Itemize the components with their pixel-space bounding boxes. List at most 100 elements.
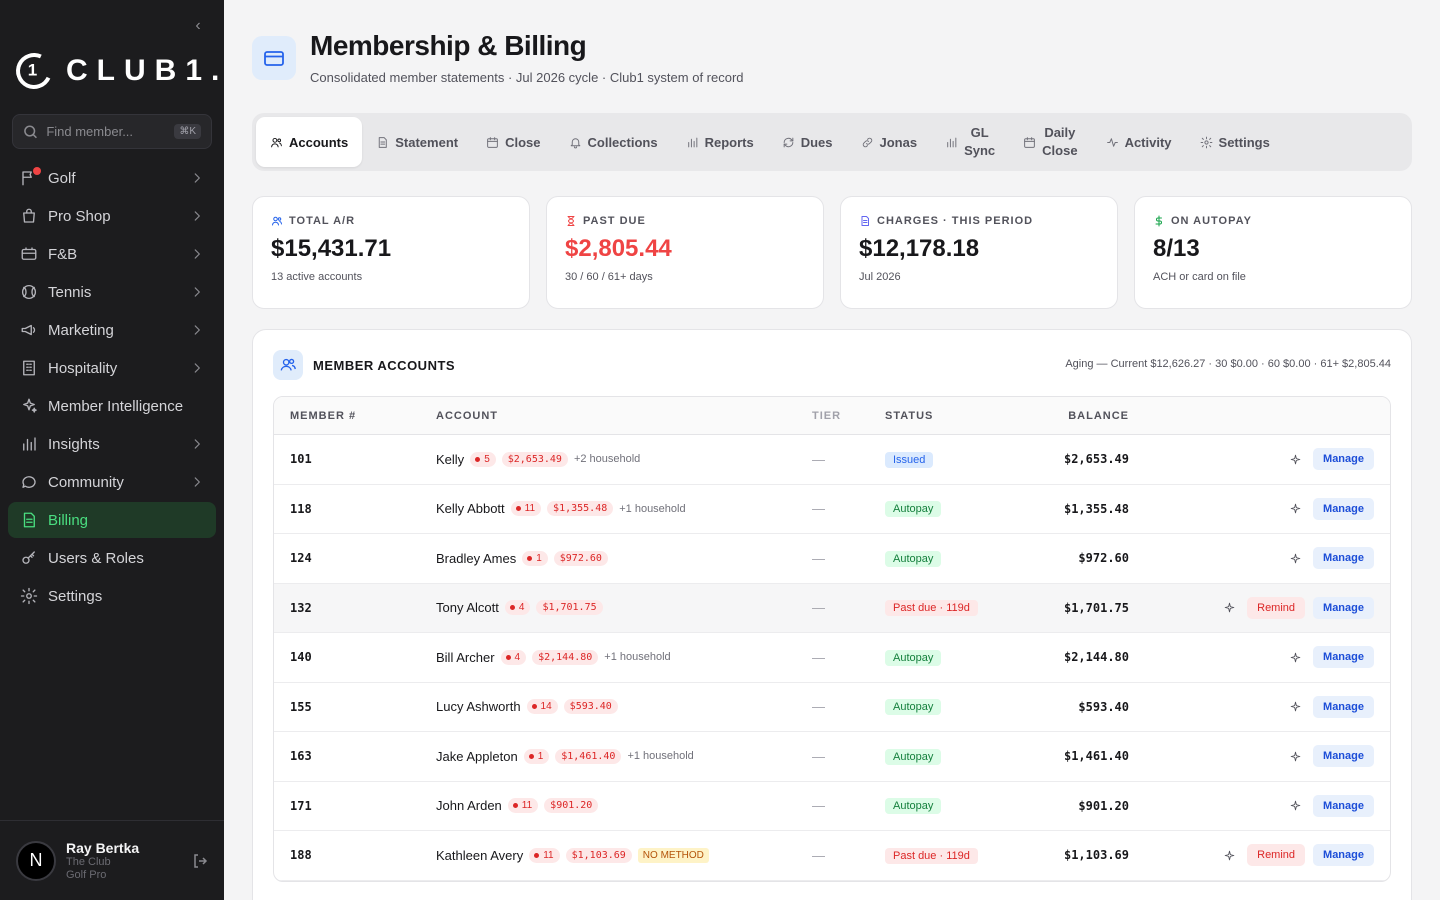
club1-logo: 1 CLUB1. xyxy=(10,47,228,95)
billing-tabs: Accounts Statement Close Collections Reports… xyxy=(252,113,1412,171)
member-number: 188 xyxy=(290,848,312,863)
stat-card-label: PAST DUE xyxy=(565,215,805,227)
sidebar-item-hospitality[interactable]: Hospitality xyxy=(8,350,216,386)
col-status[interactable]: STATUS xyxy=(885,409,934,422)
open-items-badge: 14 xyxy=(526,699,558,715)
activity-icon xyxy=(1106,137,1118,147)
tab-close[interactable]: Close xyxy=(472,117,554,167)
table-row[interactable]: 140 Bill Archer 4 $2,144.80 +1 household… xyxy=(274,633,1390,683)
ai-insight-button[interactable] xyxy=(1285,697,1305,717)
tab-settings[interactable]: Settings xyxy=(1186,117,1284,167)
table-row[interactable]: 188 Kathleen Avery 11 $1,103.69 NO METHO… xyxy=(274,831,1390,881)
account-name[interactable]: Kelly xyxy=(436,451,465,467)
sidebar-item-label: Golf xyxy=(48,169,76,187)
account-name[interactable]: Tony Alcott xyxy=(436,600,499,616)
sidebar-item-member-intelligence[interactable]: Member Intelligence xyxy=(8,388,216,424)
manage-button[interactable]: Manage xyxy=(1313,844,1374,867)
col-account[interactable]: ACCOUNT xyxy=(436,409,498,422)
account-name[interactable]: Kelly Abbott xyxy=(436,501,505,517)
manage-button[interactable]: Manage xyxy=(1313,745,1374,768)
remind-button[interactable]: Remind xyxy=(1247,596,1306,619)
tier-value: — xyxy=(812,600,825,616)
member-search[interactable]: ⌘K xyxy=(12,114,212,149)
tab-dues[interactable]: Dues xyxy=(768,117,847,167)
tier-value: — xyxy=(812,699,825,715)
table-row[interactable]: 118 Kelly Abbott 11 $1,355.48 +1 househo… xyxy=(274,485,1390,534)
stat-card-label-text: PAST DUE xyxy=(583,215,646,227)
status-badge: Autopay xyxy=(885,649,942,666)
manage-button[interactable]: Manage xyxy=(1313,794,1374,817)
table-row[interactable]: 132 Tony Alcott 4 $1,701.75 — Past due ·… xyxy=(274,583,1390,633)
megaphone-icon xyxy=(21,324,36,336)
tier-value: — xyxy=(812,847,825,863)
account-name[interactable]: Bill Archer xyxy=(436,649,495,665)
sidebar-item-insights[interactable]: Insights xyxy=(8,426,216,462)
ai-insight-button[interactable] xyxy=(1219,845,1239,865)
bar-chart-icon xyxy=(23,437,36,451)
account-name[interactable]: Kathleen Avery xyxy=(436,847,524,863)
ai-insight-button[interactable] xyxy=(1285,746,1305,766)
tab-label: Reports xyxy=(704,134,754,150)
ai-insight-button[interactable] xyxy=(1219,598,1239,618)
col-tier[interactable]: TIER xyxy=(812,409,842,422)
account-name[interactable]: Bradley Ames xyxy=(436,550,517,566)
table-row[interactable]: 163 Jake Appleton 1 $1,461.40 +1 househo… xyxy=(274,732,1390,782)
col-member-number[interactable]: MEMBER # xyxy=(290,409,357,422)
tab-jonas[interactable]: Jonas xyxy=(847,117,932,167)
panel-title: MEMBER ACCOUNTS xyxy=(313,358,456,373)
sidebar-item-label: Community xyxy=(48,473,124,491)
logout-icon[interactable] xyxy=(192,853,208,869)
manage-button[interactable]: Manage xyxy=(1313,646,1374,669)
tab-daily-close[interactable]: Daily Close xyxy=(1009,117,1091,167)
sidebar-item-community[interactable]: Community xyxy=(8,464,216,500)
table-row[interactable]: 171 John Arden 11 $901.20 — Autopay $901… xyxy=(274,782,1390,831)
sidebar-item-users-roles[interactable]: Users & Roles xyxy=(8,540,216,576)
manage-button[interactable]: Manage xyxy=(1313,547,1374,570)
col-balance[interactable]: BALANCE xyxy=(1068,409,1129,422)
open-items-count: 14 xyxy=(540,701,552,713)
account-name[interactable]: John Arden xyxy=(436,798,502,814)
sidebar-item-tennis[interactable]: Tennis xyxy=(8,274,216,310)
manage-button[interactable]: Manage xyxy=(1313,695,1374,718)
sidebar-item-settings[interactable]: Settings xyxy=(8,578,216,614)
ai-insight-button[interactable] xyxy=(1285,499,1305,519)
ai-insight-button[interactable] xyxy=(1285,449,1305,469)
manage-button[interactable]: Manage xyxy=(1313,448,1374,471)
ai-insight-button[interactable] xyxy=(1285,796,1305,816)
sidebar-item-golf[interactable]: Golf xyxy=(8,160,216,196)
tab-gl-sync[interactable]: GL Sync xyxy=(931,117,1009,167)
open-items-count: 11 xyxy=(543,849,554,861)
summary-cards: TOTAL A/R $15,431.71 13 active accounts P… xyxy=(252,196,1412,309)
chevron-right-icon xyxy=(194,211,200,221)
sidebar-item-f-b[interactable]: F&B xyxy=(8,236,216,272)
sidebar-item-marketing[interactable]: Marketing xyxy=(8,312,216,348)
member-search-input[interactable] xyxy=(46,124,175,139)
tab-activity[interactable]: Activity xyxy=(1092,117,1186,167)
manage-button[interactable]: Manage xyxy=(1313,596,1374,619)
open-items-badge: 1 xyxy=(522,550,548,566)
sidebar-item-label: Billing xyxy=(48,511,89,529)
account-name[interactable]: Lucy Ashworth xyxy=(436,699,521,715)
tab-label: Collections xyxy=(587,134,658,150)
tab-statement[interactable]: Statement xyxy=(362,117,472,167)
remind-button[interactable]: Remind xyxy=(1247,844,1306,867)
tab-collections[interactable]: Collections xyxy=(555,117,672,167)
collapse-sidebar-icon[interactable]: ‹ xyxy=(195,17,201,34)
manage-button[interactable]: Manage xyxy=(1313,497,1374,520)
users-icon xyxy=(271,137,282,147)
sidebar-item-pro-shop[interactable]: Pro Shop xyxy=(8,198,216,234)
table-row[interactable]: 124 Bradley Ames 1 $972.60 — Autopay $97… xyxy=(274,534,1390,584)
aging-summary: Aging — Current $12,626.27 · 30 $0.00 · … xyxy=(1065,358,1391,370)
balance-value: $901.20 xyxy=(1078,798,1129,813)
tab-accounts[interactable]: Accounts xyxy=(256,117,363,167)
tab-reports[interactable]: Reports xyxy=(672,117,768,167)
tab-label: Close xyxy=(505,134,541,150)
sidebar-item-billing[interactable]: Billing xyxy=(8,502,216,538)
ai-insight-button[interactable] xyxy=(1285,647,1305,667)
ai-insight-button[interactable] xyxy=(1285,548,1305,568)
account-name[interactable]: Jake Appleton xyxy=(436,748,518,764)
user-profile[interactable]: N Ray Bertka The Club Golf Pro xyxy=(0,820,224,900)
table-row[interactable]: 101 Kelly 5 $2,653.49 +2 household — Iss… xyxy=(274,435,1390,485)
table-row[interactable]: 155 Lucy Ashworth 14 $593.40 — Autopay $… xyxy=(274,683,1390,732)
open-items-count: 5 xyxy=(484,453,490,465)
